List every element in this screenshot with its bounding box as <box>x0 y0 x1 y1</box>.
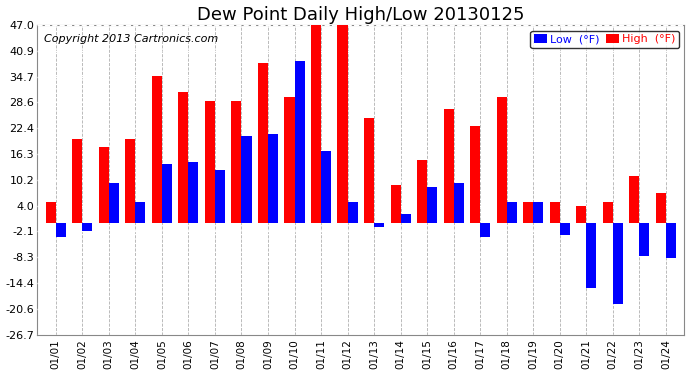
Text: Copyright 2013 Cartronics.com: Copyright 2013 Cartronics.com <box>43 34 218 44</box>
Bar <box>506 201 517 222</box>
Bar <box>401 214 411 222</box>
Bar <box>603 201 613 222</box>
Bar <box>586 222 596 288</box>
Bar <box>629 176 640 222</box>
Bar <box>470 126 480 222</box>
Bar <box>99 147 109 222</box>
Bar <box>126 138 135 222</box>
Bar <box>178 92 188 222</box>
Bar <box>231 101 241 222</box>
Bar <box>82 222 92 231</box>
Bar <box>364 117 374 222</box>
Bar <box>268 134 278 222</box>
Bar <box>215 170 225 222</box>
Bar <box>321 151 331 222</box>
Title: Dew Point Daily High/Low 20130125: Dew Point Daily High/Low 20130125 <box>197 6 524 24</box>
Bar <box>497 96 506 222</box>
Bar <box>550 201 560 222</box>
Bar <box>205 101 215 222</box>
Bar <box>56 222 66 237</box>
Bar <box>656 193 666 222</box>
Bar <box>391 185 401 222</box>
Bar <box>480 222 491 237</box>
Bar <box>427 187 437 222</box>
Bar <box>666 222 676 258</box>
Bar <box>258 63 268 222</box>
Bar <box>560 222 570 235</box>
Bar <box>46 201 56 222</box>
Bar <box>453 183 464 222</box>
Bar <box>188 162 199 222</box>
Bar <box>109 183 119 222</box>
Bar <box>337 25 348 222</box>
Bar <box>241 136 252 222</box>
Bar <box>640 222 649 256</box>
Bar <box>523 201 533 222</box>
Bar <box>444 109 453 222</box>
Bar <box>135 201 146 222</box>
Bar <box>417 159 427 222</box>
Bar <box>533 201 543 222</box>
Bar <box>295 61 304 222</box>
Bar <box>576 206 586 222</box>
Bar <box>311 25 321 222</box>
Bar <box>72 138 82 222</box>
Legend: Low  (°F), High  (°F): Low (°F), High (°F) <box>531 31 679 48</box>
Bar <box>348 201 357 222</box>
Bar <box>284 96 295 222</box>
Bar <box>152 75 162 222</box>
Bar <box>613 222 623 304</box>
Bar <box>162 164 172 222</box>
Bar <box>374 222 384 227</box>
